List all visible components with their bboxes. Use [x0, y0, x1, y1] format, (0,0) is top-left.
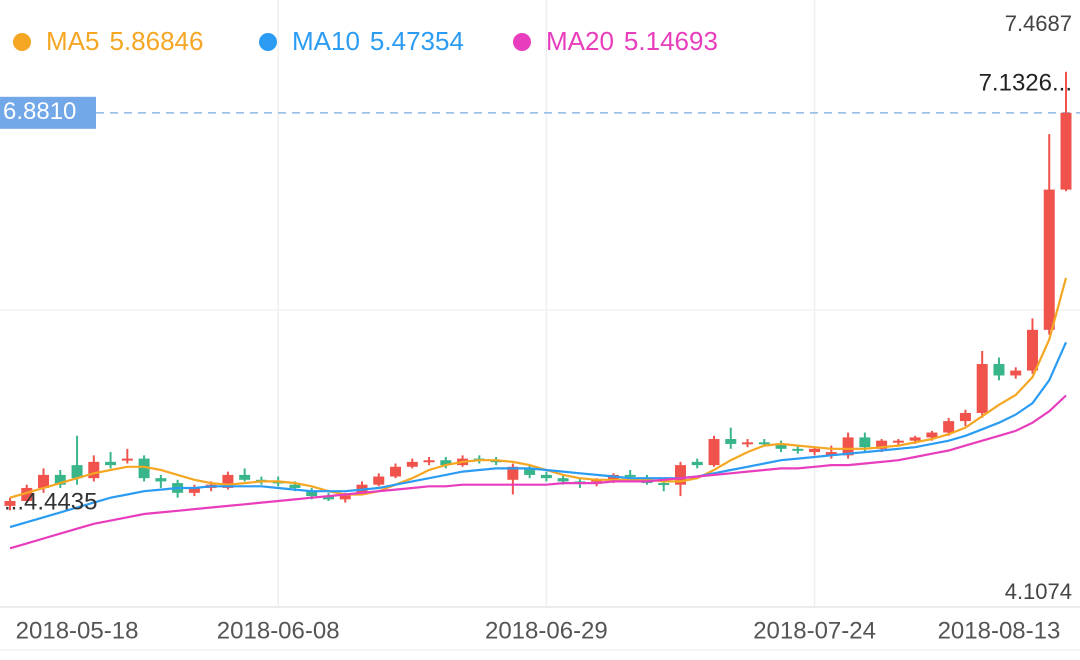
candle-body	[406, 461, 418, 467]
candle-body	[71, 465, 83, 479]
candle-body	[993, 364, 1005, 376]
legend-marker	[513, 33, 531, 51]
candle-body	[289, 484, 301, 488]
legend-value: 5.47354	[370, 26, 464, 56]
candle-body	[825, 452, 837, 456]
candle-body	[775, 443, 787, 449]
candle-body	[306, 491, 318, 497]
candle-body	[557, 478, 569, 482]
legend-name: MA10	[292, 26, 360, 56]
candle-body	[423, 460, 435, 463]
candle-body	[222, 474, 234, 488]
candle-body	[892, 440, 904, 443]
candle-body	[658, 483, 670, 486]
legend-marker	[259, 33, 277, 51]
candle-body	[339, 494, 351, 500]
legend-value: 5.86846	[109, 26, 203, 56]
x-tick-label: 2018-08-13	[938, 617, 1061, 644]
candle-body	[373, 476, 385, 485]
legend-name: MA20	[546, 26, 614, 56]
candle-body	[507, 466, 519, 480]
legend-name: MA5	[46, 26, 99, 56]
candle-body	[624, 474, 636, 477]
candle-body	[38, 474, 50, 488]
candle-body	[155, 478, 167, 482]
candle-body	[54, 474, 66, 485]
candle-body	[809, 448, 821, 453]
candle-body	[88, 461, 100, 479]
legend-marker	[13, 33, 31, 51]
candle-body	[742, 442, 754, 445]
x-tick-label: 2018-06-29	[485, 617, 608, 644]
candle-body	[1010, 370, 1022, 376]
candle-body	[188, 487, 200, 493]
candle-body	[1060, 112, 1072, 190]
candle-body	[926, 432, 938, 438]
ma-line	[9, 277, 1068, 499]
candle-body	[842, 437, 854, 456]
candle-body	[943, 421, 955, 433]
candle-body	[540, 474, 552, 479]
candle-body	[976, 364, 988, 413]
candle-body	[691, 461, 703, 466]
candle-body	[239, 474, 251, 480]
candle-body	[725, 439, 737, 444]
candle-body	[758, 442, 770, 445]
candle-body	[1043, 189, 1055, 330]
high-label: 7.1326...	[979, 69, 1072, 96]
candle-body	[21, 487, 33, 501]
candle-body	[105, 461, 117, 466]
x-tick-label: 2018-06-08	[217, 617, 340, 644]
candle-body	[859, 437, 871, 448]
candle-body	[440, 460, 452, 466]
legend-value: 5.14693	[624, 26, 718, 56]
low-label: ...4.4435	[4, 488, 97, 515]
x-tick-label: 2018-07-24	[753, 617, 876, 644]
candle-body	[390, 466, 402, 477]
price-label-box	[0, 96, 96, 129]
candle-body	[524, 468, 536, 475]
x-tick-label: 2018-05-18	[16, 617, 139, 644]
candle-body	[138, 458, 150, 479]
candle-body	[792, 448, 804, 451]
candle-body	[674, 465, 686, 485]
candle-body	[876, 440, 888, 449]
candle-body	[1026, 329, 1038, 371]
candle-body	[959, 412, 971, 422]
ma-line	[9, 341, 1068, 529]
price-label: 6.8810	[3, 98, 76, 125]
candle-body	[909, 437, 921, 441]
ma-line	[9, 394, 1067, 550]
y-tick-label: 4.1074	[1005, 579, 1072, 604]
candle-body	[4, 500, 16, 506]
y-tick-label: 7.4687	[1005, 11, 1072, 36]
candle-body	[121, 458, 133, 461]
candle-body	[322, 496, 334, 500]
candle-body	[708, 439, 720, 466]
